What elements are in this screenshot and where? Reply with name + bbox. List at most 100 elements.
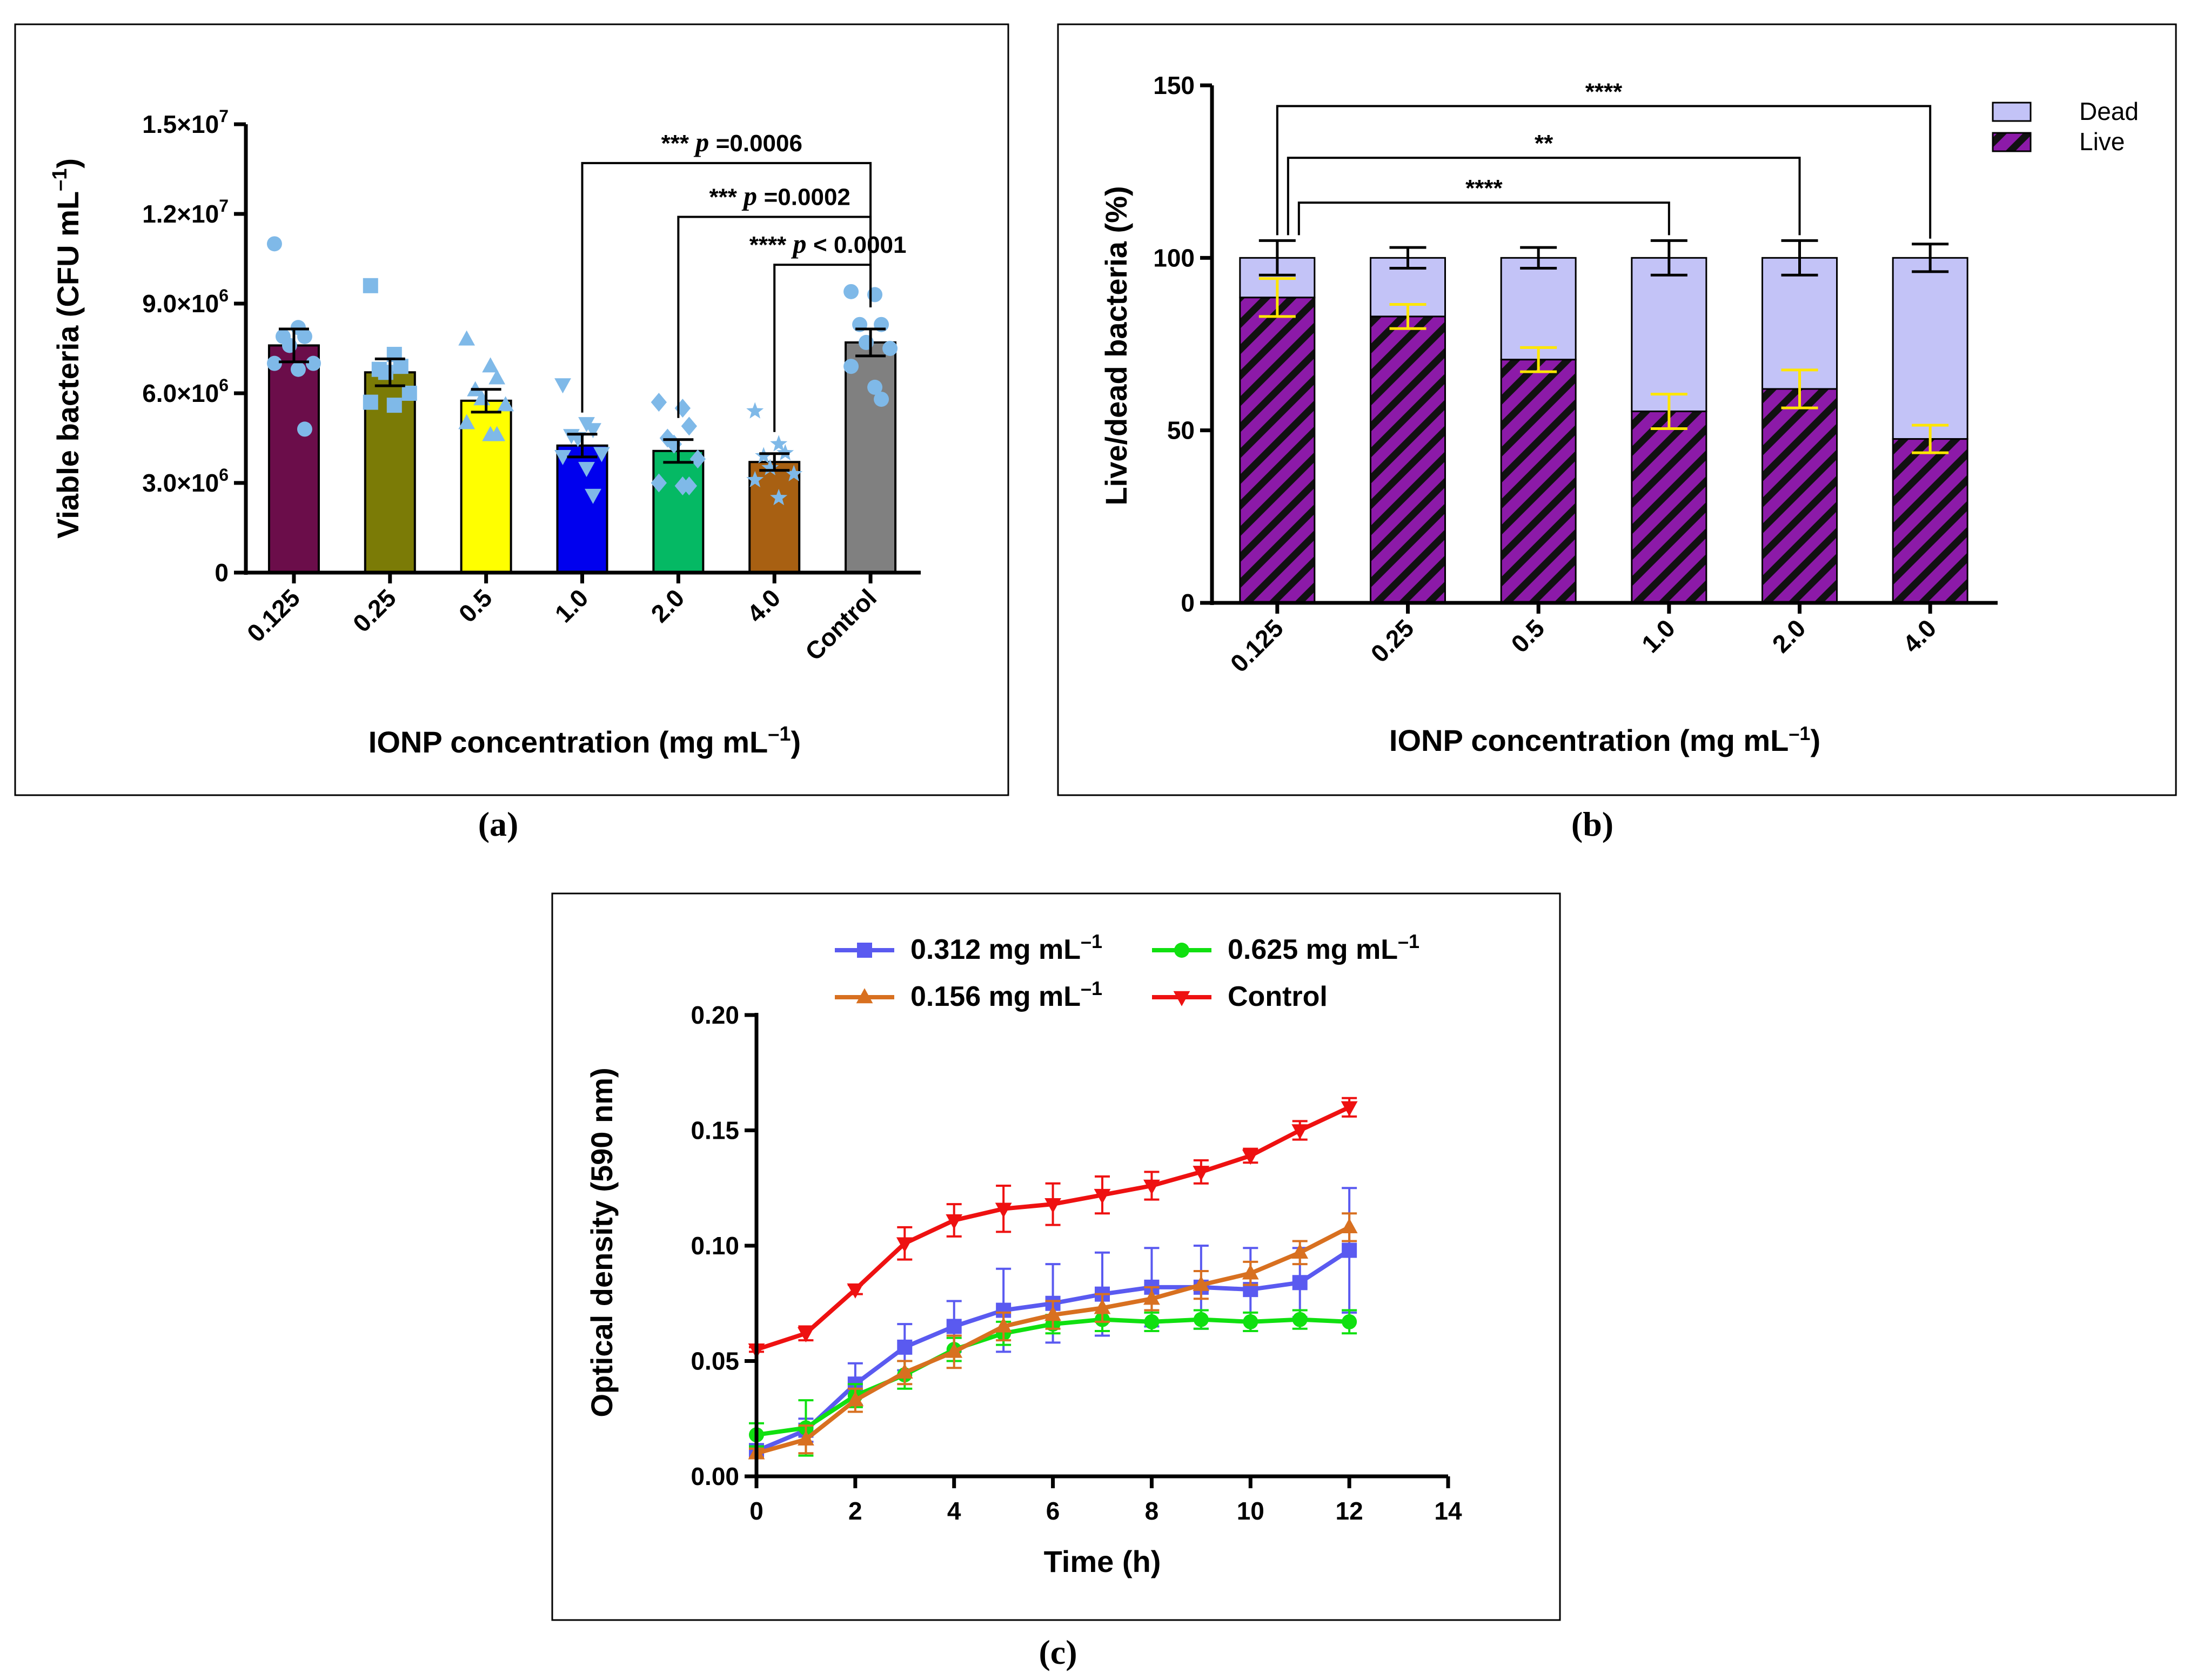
b-bar-live-4.0: [1892, 438, 1968, 604]
c-point-0-156-mg-ml: [1094, 1299, 1111, 1314]
b-bar-live-0.25: [1370, 315, 1446, 604]
c-point-control: [995, 1202, 1012, 1218]
a-point-0.25: [386, 398, 402, 413]
b-bar-dead-4.0: [1892, 257, 1968, 440]
a-x-tick-label: 2.0: [645, 583, 689, 628]
a-y-tick-label: 3.0×106: [142, 465, 229, 497]
c-point-0-625-mg-ml: [1292, 1312, 1308, 1327]
a-point-1.0: [554, 378, 571, 394]
c-legend-label-0-625-mg-ml: 0.625 mg mL–1: [1228, 930, 1419, 965]
c-y-tick-label: 0.20: [691, 1001, 739, 1029]
b-x-tick-label: 2.0: [1767, 614, 1811, 658]
a-point-2.0: [674, 399, 691, 418]
a-point-0.25: [401, 386, 417, 401]
c-legend-label-control: Control: [1228, 981, 1328, 1012]
b-y-axis-label: Live/dead bacteria (%): [1099, 186, 1133, 505]
b-significance-bracket: [1297, 201, 1670, 236]
a-x-axis-label: IONP concentration (mg mL–1): [369, 723, 801, 759]
panel-a-frame: [14, 23, 1009, 796]
b-legend-label-live: Live: [2079, 127, 2125, 156]
panel-c-caption: (c): [1039, 1633, 1077, 1671]
c-point-control: [896, 1237, 913, 1253]
b-x-tick-label: 1.0: [1636, 614, 1680, 658]
c-point-0-312-mg-ml: [946, 1319, 962, 1334]
a-point-1.0: [585, 423, 601, 439]
b-x-tick-label: 0.25: [1365, 614, 1419, 668]
c-point-0-156-mg-ml: [1193, 1275, 1210, 1291]
c-point-0-156-mg-ml: [946, 1342, 963, 1358]
a-point-4.0: [761, 459, 779, 475]
c-point-control: [798, 1327, 814, 1343]
c-point-0-156-mg-ml: [1242, 1264, 1259, 1280]
a-point-0.125: [297, 421, 312, 437]
a-point-0.5: [482, 357, 499, 373]
b-significance-label: ****: [1465, 175, 1503, 201]
a-point-1.0: [593, 447, 610, 462]
a-x-tick-label: 0.5: [453, 583, 498, 628]
c-x-tick-label: 2: [848, 1497, 862, 1525]
b-bar-live-0.5: [1500, 359, 1577, 604]
c-y-tick-label: 0.10: [691, 1232, 739, 1260]
b-significance-label: ****: [1585, 78, 1623, 105]
c-point-control: [847, 1283, 864, 1299]
c-point-0-156-mg-ml: [847, 1391, 864, 1407]
b-bar-dead-1.0: [1631, 257, 1707, 413]
c-point-0-156-mg-ml: [1044, 1306, 1061, 1321]
a-point-0.125: [297, 328, 312, 344]
c-x-tick-label: 8: [1145, 1497, 1159, 1525]
b-bar-live-2.0: [1762, 388, 1838, 604]
a-point-0.25: [363, 278, 378, 293]
c-y-tick-label: 0.05: [691, 1347, 739, 1375]
a-bar-0.125: [267, 344, 320, 574]
b-y-tick-label: 0: [1181, 589, 1195, 617]
a-bar-Control: [845, 341, 897, 574]
c-point-0-156-mg-ml: [1291, 1244, 1309, 1259]
a-point-4.0: [746, 402, 764, 419]
a-point-2.0: [681, 476, 698, 496]
a-x-tick-label: 4.0: [741, 583, 786, 628]
c-point-0-312-mg-ml: [1342, 1242, 1357, 1258]
a-y-tick-label: 0: [215, 559, 229, 587]
a-point-Control: [867, 379, 883, 395]
c-x-tick-label: 12: [1336, 1497, 1363, 1525]
c-point-control: [946, 1214, 963, 1229]
a-bar-0.5: [460, 399, 512, 574]
a-significance-label: *** p =0.0006: [661, 127, 802, 157]
a-point-Control: [843, 284, 859, 299]
a-y-tick-label: 6.0×106: [142, 375, 229, 407]
b-legend-swatch-dead: [1992, 102, 2032, 122]
a-point-2.0: [681, 416, 698, 436]
c-point-control: [1143, 1179, 1160, 1195]
c-point-0-625-mg-ml: [1342, 1314, 1357, 1329]
c-legend-marker-0-625-mg-ml: [1174, 943, 1189, 958]
a-point-1.0: [554, 450, 571, 465]
c-point-control: [1291, 1124, 1309, 1140]
b-x-tick-label: 4.0: [1897, 614, 1941, 658]
c-point-control: [1341, 1101, 1358, 1117]
a-point-4.0: [770, 488, 788, 506]
a-significance-label: *** p =0.0002: [709, 181, 850, 211]
c-point-0-156-mg-ml: [995, 1317, 1012, 1333]
a-point-0.25: [393, 359, 408, 374]
a-y-axis-label: Viable bacteria (CFU mL–1): [49, 158, 85, 539]
b-bar-dead-0.5: [1500, 257, 1577, 361]
c-y-tick-label: 0.00: [691, 1462, 739, 1490]
b-x-axis-label: IONP concentration (mg mL–1): [1389, 722, 1820, 757]
c-y-tick-label: 0.15: [691, 1117, 739, 1145]
c-y-axis-label: Optical density (590 nm): [585, 1067, 619, 1417]
c-point-0-625-mg-ml: [1144, 1314, 1160, 1329]
a-x-tick-label: 0.25: [347, 583, 401, 637]
a-point-4.0: [785, 465, 803, 481]
a-x-tick-label: 0.125: [242, 583, 305, 647]
c-point-0-312-mg-ml: [897, 1339, 913, 1355]
a-point-4.0: [770, 435, 788, 452]
a-point-0.25: [363, 394, 378, 410]
b-bar-live-1.0: [1631, 411, 1707, 604]
b-x-tick-label: 0.5: [1505, 614, 1550, 658]
a-point-0.5: [488, 426, 506, 441]
a-point-0.125: [290, 361, 306, 377]
a-point-2.0: [651, 473, 667, 493]
a-point-4.0: [776, 443, 794, 461]
c-legend-label-0-156-mg-ml: 0.156 mg mL–1: [910, 977, 1102, 1012]
